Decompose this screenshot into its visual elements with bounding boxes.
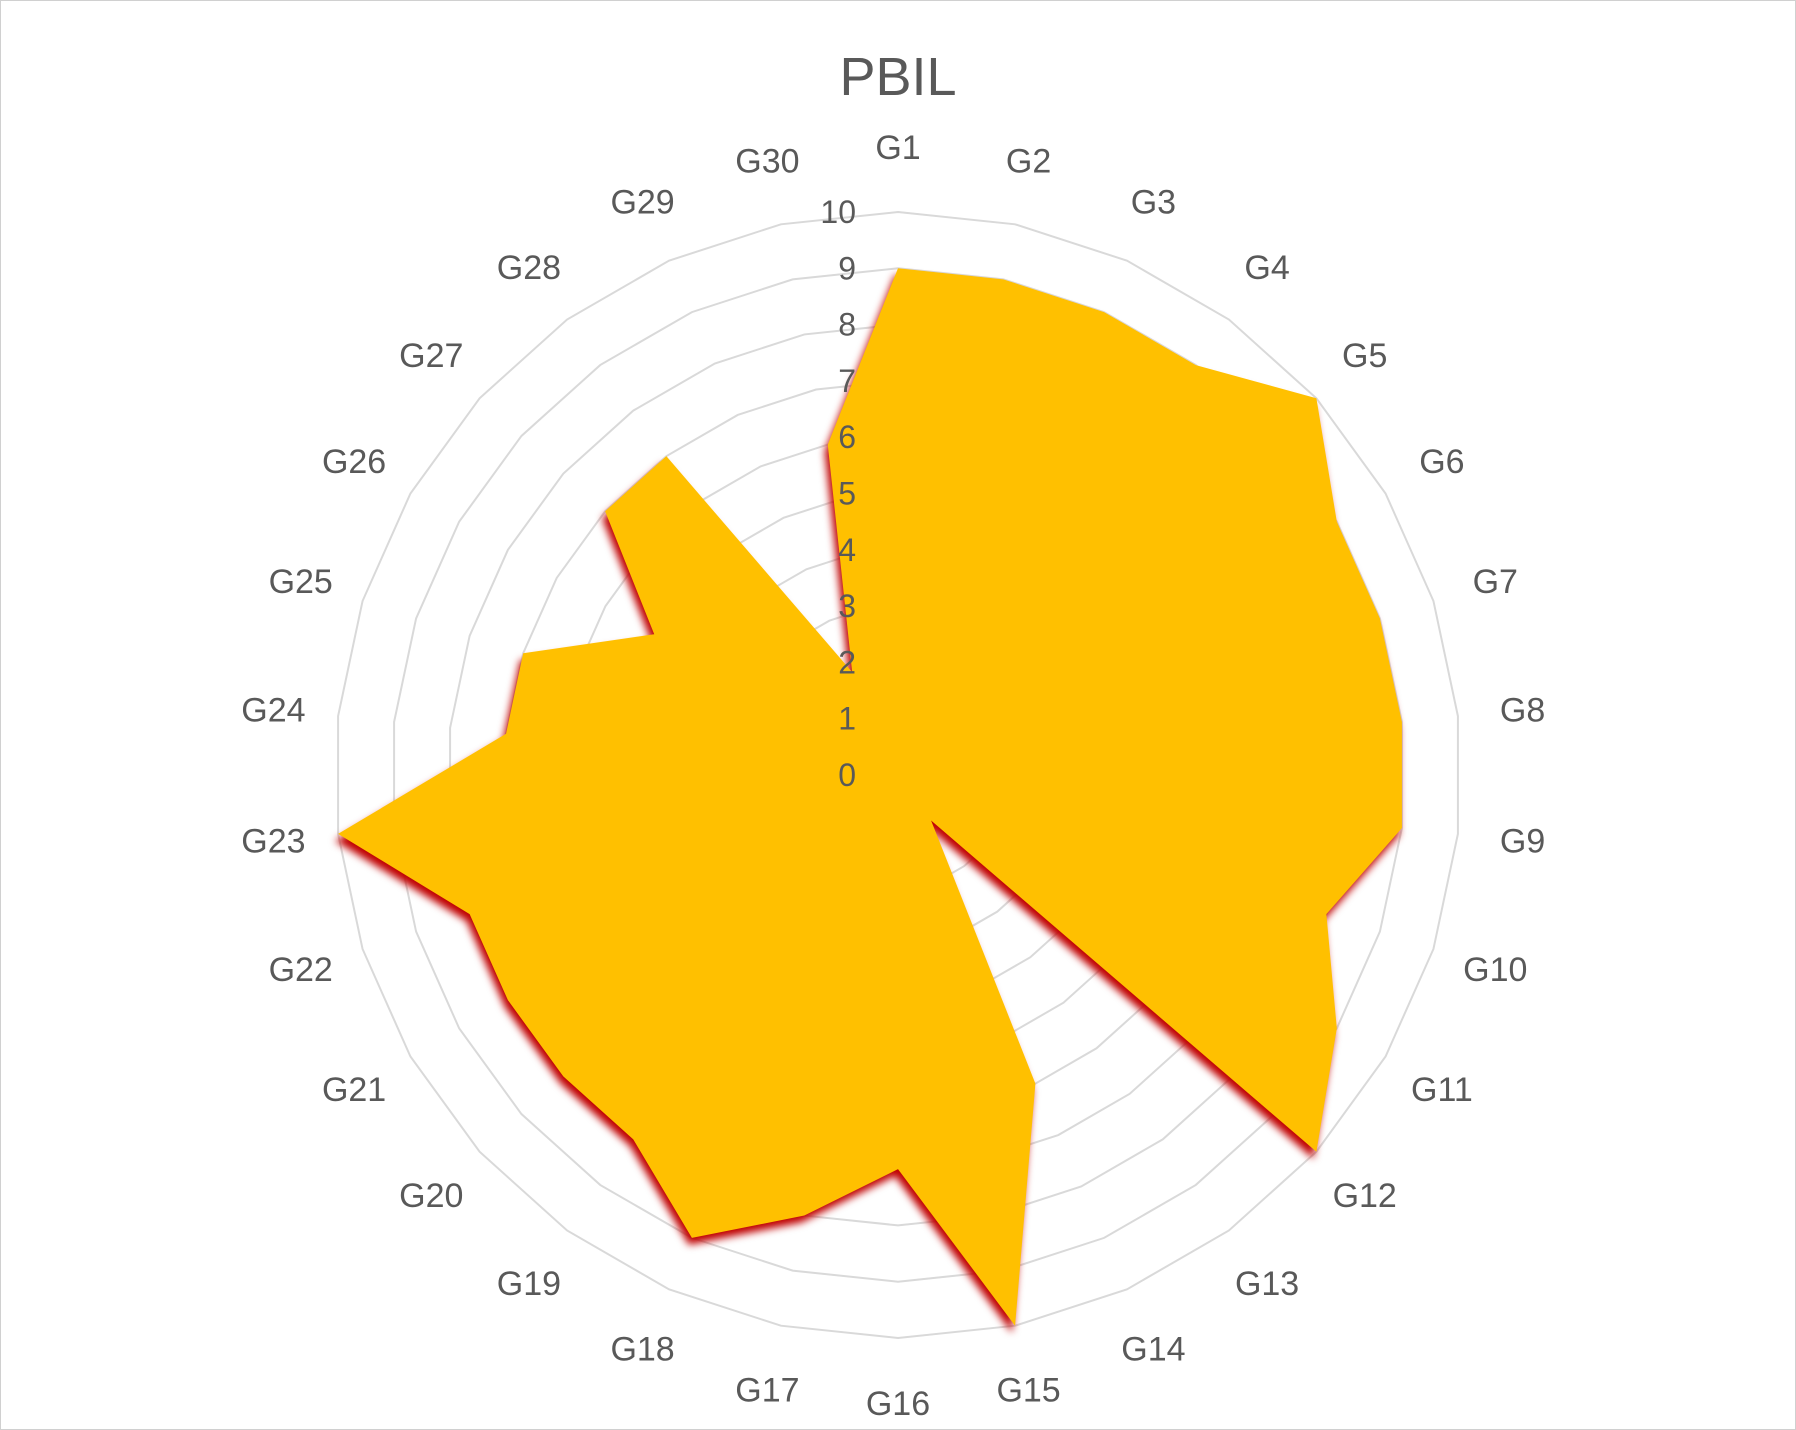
category-label-g8: G8 <box>1500 691 1545 729</box>
category-label-g27: G27 <box>399 337 463 375</box>
category-label-g28: G28 <box>497 249 561 287</box>
category-label-g17: G17 <box>735 1371 799 1409</box>
category-labels: G1 G2 G3 G4 G5 G6 G7 G8 G9 G10 G11 G12 G13 G14 G15 G16 G… <box>241 129 1545 1423</box>
tick-label-8: 8 <box>838 307 856 343</box>
category-label-g29: G29 <box>610 183 674 221</box>
category-label-g9: G9 <box>1500 823 1545 861</box>
category-label-g24: G24 <box>241 691 305 729</box>
category-label-g18: G18 <box>610 1331 674 1369</box>
chart-title: PBIL <box>839 47 956 107</box>
category-label-g16: G16 <box>866 1385 930 1423</box>
tick-label-2: 2 <box>838 644 856 680</box>
series-area <box>335 268 1402 1333</box>
category-label-g11: G11 <box>1411 1071 1473 1109</box>
category-label-g10: G10 <box>1463 951 1527 989</box>
category-label-g5: G5 <box>1342 337 1387 375</box>
category-label-g6: G6 <box>1419 443 1464 481</box>
tick-label-3: 3 <box>838 588 856 624</box>
series-area-polygon <box>338 268 1402 1326</box>
radial-tick-labels: 0 1 2 3 4 5 6 7 8 9 10 <box>820 194 856 793</box>
category-label-g14: G14 <box>1121 1331 1185 1369</box>
category-label-g12: G12 <box>1333 1177 1397 1215</box>
category-label-g2: G2 <box>1006 143 1051 181</box>
tick-label-0: 0 <box>838 757 856 793</box>
tick-label-10: 10 <box>820 194 856 230</box>
tick-label-6: 6 <box>838 419 856 455</box>
tick-label-1: 1 <box>838 701 856 737</box>
category-label-g1: G1 <box>875 129 920 167</box>
category-label-g13: G13 <box>1235 1265 1299 1303</box>
tick-label-7: 7 <box>838 363 856 399</box>
category-label-g25: G25 <box>269 563 333 601</box>
category-label-g7: G7 <box>1473 563 1518 601</box>
category-label-g26: G26 <box>322 443 386 481</box>
tick-label-4: 4 <box>838 532 856 568</box>
category-label-g3: G3 <box>1131 183 1176 221</box>
category-label-g4: G4 <box>1244 249 1289 287</box>
category-label-g15: G15 <box>996 1371 1060 1409</box>
tick-label-5: 5 <box>838 476 856 512</box>
category-label-g22: G22 <box>269 951 333 989</box>
category-label-g19: G19 <box>497 1265 561 1303</box>
category-label-g30: G30 <box>735 143 799 181</box>
category-label-g23: G23 <box>241 823 305 861</box>
tick-label-9: 9 <box>838 250 856 286</box>
category-label-g21: G21 <box>322 1071 386 1109</box>
category-label-g20: G20 <box>399 1177 463 1215</box>
grid-ring-10 <box>337 210 1459 1340</box>
